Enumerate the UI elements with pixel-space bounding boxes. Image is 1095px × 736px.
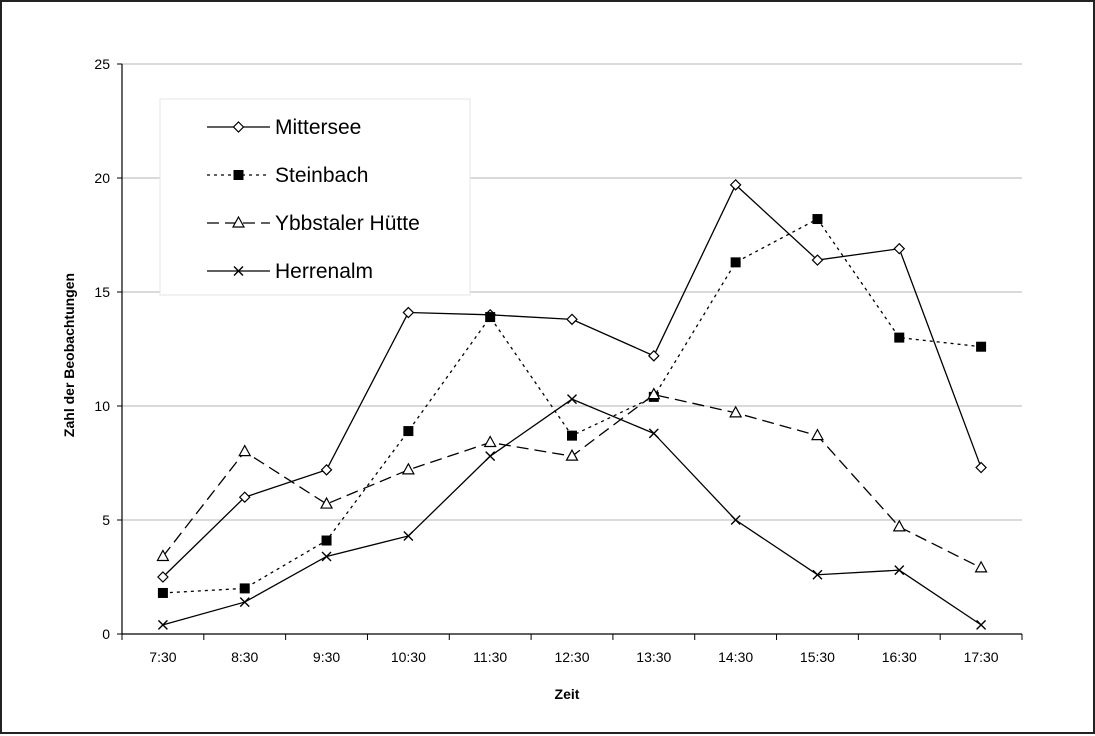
point-marker-x [567, 394, 577, 405]
y-tick-label: 15 [94, 284, 110, 300]
legend-box [159, 98, 471, 296]
point-marker-square [485, 312, 496, 323]
series-layer [156, 178, 988, 630]
point-marker-triangle [729, 405, 743, 418]
y-tick-labels: 0 5 10 15 20 25 [94, 56, 110, 642]
point-marker-x [157, 619, 168, 630]
x-stroke [485, 451, 496, 462]
legend-label: Herrenalm [275, 260, 373, 283]
x-tick-label: 11:30 [473, 649, 507, 665]
x-tick-label: 12:30 [554, 649, 589, 665]
point-marker-diamond [157, 571, 169, 583]
legend-entry: Steinbach [207, 164, 368, 187]
x-stroke [812, 569, 823, 580]
x-stroke [239, 597, 250, 608]
point-marker-square [157, 587, 168, 598]
point-marker-x [812, 569, 823, 580]
axes [117, 63, 1023, 640]
series-2 [156, 387, 988, 573]
x-stroke [976, 619, 987, 630]
point-marker-x [321, 551, 332, 562]
legend-entry: Ybbstaler Hütte [207, 212, 420, 235]
point-marker-square [812, 214, 823, 225]
point-marker-triangle [974, 560, 988, 573]
point-marker-triangle [320, 496, 334, 509]
y-axis-title: Zahl der Beobachtungen [61, 273, 77, 437]
point-marker-square [567, 430, 577, 441]
y-tick-label: 0 [102, 626, 110, 642]
legend-entry: Herrenalm [207, 260, 373, 283]
x-tick-label: 8:30 [231, 649, 258, 665]
point-marker-square [233, 170, 244, 180]
legend-label: Steinbach [275, 164, 368, 187]
x-axis-title: Zeit [555, 686, 580, 702]
point-marker-x [239, 597, 250, 608]
point-marker-square [239, 583, 250, 594]
x-stroke [321, 551, 332, 562]
x-stroke [233, 266, 244, 276]
x-tick-label: 15:30 [800, 649, 835, 665]
point-marker-triangle [156, 549, 170, 562]
y-tick-label: 10 [94, 398, 110, 414]
point-marker-x [730, 515, 741, 525]
point-marker-triangle [810, 428, 824, 441]
point-marker-x [403, 530, 414, 541]
point-marker-diamond [811, 254, 824, 266]
point-marker-x [233, 266, 244, 276]
y-tick-label: 25 [94, 56, 110, 72]
point-marker-diamond [232, 121, 245, 133]
x-stroke [403, 530, 414, 541]
x-tick-label: 17:30 [964, 649, 999, 665]
series-line [162, 393, 982, 569]
point-marker-diamond [238, 491, 251, 504]
x-tick-labels: 7:30 8:30 9:30 10:30 11:30 12:30 13:30 14:30 15:… [149, 649, 999, 665]
point-marker-diamond [729, 178, 742, 191]
y-tick-label: 5 [102, 512, 110, 528]
x-stroke [648, 428, 659, 439]
point-marker-x [648, 428, 659, 439]
point-marker-diamond [975, 461, 987, 474]
x-tick-label: 16:30 [882, 649, 917, 665]
y-tick-label: 20 [94, 170, 110, 186]
legend-label: Mittersee [275, 116, 361, 139]
point-marker-diamond [566, 313, 578, 326]
legend-entry: Mittersee [207, 116, 361, 139]
point-marker-square [894, 332, 905, 343]
point-marker-x [976, 619, 987, 630]
point-marker-square [730, 257, 741, 268]
point-marker-diamond [647, 349, 660, 362]
point-marker-x [485, 451, 496, 462]
x-tick-label: 13:30 [636, 649, 671, 665]
point-marker-triangle [647, 387, 661, 400]
point-marker-square [976, 341, 987, 352]
x-tick-label: 10:30 [391, 649, 426, 665]
point-marker-triangle [483, 435, 497, 448]
x-tick-label: 14:30 [718, 649, 753, 665]
point-marker-square [403, 426, 414, 437]
point-marker-triangle [892, 519, 906, 532]
point-marker-diamond [320, 463, 333, 476]
point-marker-triangle [238, 444, 252, 457]
point-marker-triangle [231, 215, 246, 228]
point-marker-x [894, 565, 905, 576]
point-marker-triangle [401, 462, 415, 475]
x-stroke [567, 394, 577, 405]
legend-label: Ybbstaler Hütte [275, 212, 420, 235]
x-stroke [730, 515, 741, 525]
series-3 [157, 394, 987, 630]
series-1 [157, 214, 987, 598]
point-marker-diamond [893, 242, 906, 255]
point-marker-diamond [402, 306, 415, 319]
legend: Mittersee Steinbach Ybbstaler Hütte Herrena… [159, 98, 471, 296]
x-tick-label: 9:30 [313, 649, 340, 665]
x-stroke [157, 619, 168, 630]
point-marker-square [321, 535, 332, 546]
point-marker-triangle [565, 448, 579, 461]
x-stroke [894, 565, 905, 576]
x-tick-label: 7:30 [149, 649, 176, 665]
